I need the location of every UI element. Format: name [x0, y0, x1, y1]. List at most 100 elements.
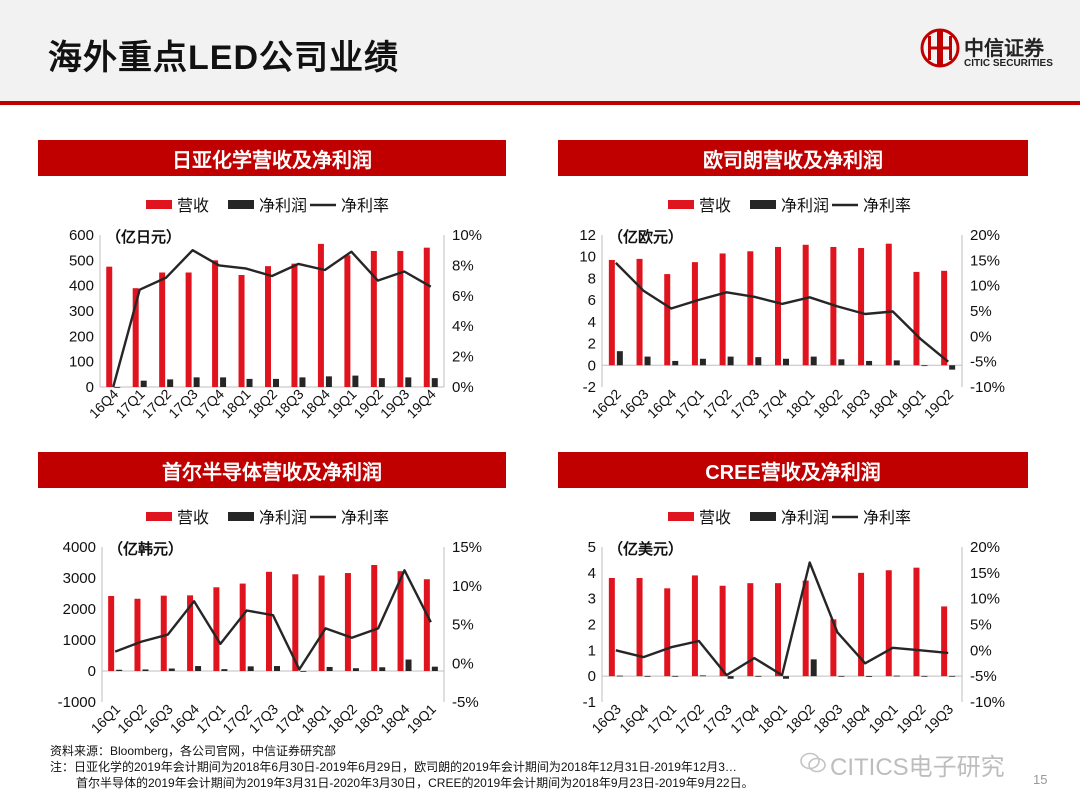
right-tick-label: 5% [970, 617, 992, 634]
revenue-bar [802, 244, 809, 366]
left-tick-label: 8 [588, 270, 596, 287]
revenue-bar [266, 571, 272, 671]
legend-swatch [146, 200, 172, 209]
category-label: 18Q1 [218, 386, 254, 422]
revenue-bar [691, 575, 698, 677]
right-tick-label: 8% [452, 257, 474, 274]
profit-bar [142, 669, 149, 671]
category-label: 19Q3 [921, 701, 957, 737]
revenue-bar [913, 567, 920, 677]
revenue-bar [636, 258, 643, 366]
left-tick-label: 5 [588, 539, 596, 556]
right-tick-label: 0% [970, 328, 992, 345]
category-label: 18Q2 [782, 701, 818, 737]
revenue-bar [344, 573, 351, 671]
profit-bar [325, 376, 332, 387]
profit-bar [616, 351, 623, 366]
citic-logo: 中信证券 CITIC SECURITIES [920, 28, 1070, 78]
revenue-bar [371, 564, 378, 671]
left-tick-label: 300 [69, 303, 94, 320]
category-label: 18Q3 [838, 386, 874, 422]
profit-bar [221, 669, 228, 671]
unit-label: （亿日元） [106, 228, 181, 246]
category-label: 16Q4 [644, 386, 680, 422]
profit-bar [405, 377, 412, 387]
right-tick-label: 10% [452, 578, 482, 595]
category-label: 16Q3 [140, 701, 176, 737]
left-tick-label: 200 [69, 328, 94, 345]
profit-bar [699, 675, 706, 677]
revenue-bar [212, 260, 219, 387]
left-tick-label: 0 [588, 357, 596, 374]
category-label: 18Q3 [271, 386, 307, 422]
category-label: 17Q3 [699, 701, 735, 737]
left-tick-label: 2000 [63, 601, 96, 618]
legend-swatch [228, 512, 254, 521]
profit-bar [405, 659, 412, 671]
legend-swatch [750, 200, 776, 209]
revenue-bar [160, 595, 167, 671]
revenue-bar [292, 574, 299, 671]
category-label: 17Q4 [272, 701, 308, 737]
category-label: 18Q1 [755, 701, 791, 737]
left-tick-label: 3000 [63, 570, 96, 587]
panel-title-seoul: 首尔半导体营收及净利润 [38, 452, 506, 488]
legend-swatch [228, 200, 254, 209]
profit-bar [431, 378, 438, 387]
left-tick-label: 0 [86, 379, 94, 396]
profit-bar [274, 666, 280, 671]
revenue-bar [423, 579, 430, 671]
left-tick-label: 10 [579, 249, 596, 266]
revenue-bar [885, 570, 892, 677]
profit-bar [893, 675, 900, 677]
profit-bar [866, 676, 873, 677]
category-label: 18Q3 [351, 701, 387, 737]
footer-note-1: 注：日亚化学的2019年会计期间为2018年6月30日-2019年6月29日，欧… [50, 760, 737, 774]
profit-bar [838, 359, 845, 366]
category-label: 19Q1 [324, 386, 360, 422]
legend-label: 营收 [177, 509, 209, 527]
revenue-bar [317, 243, 324, 387]
page-title: 海外重点LED公司业绩 [48, 39, 399, 77]
left-tick-label: 0 [588, 668, 596, 685]
profit-bar [893, 360, 900, 366]
legend-label: 营收 [699, 197, 731, 215]
footer-note-2: 首尔半导体的2019年会计期间为2019年3月31日-2020年3月30日，CR… [76, 776, 754, 790]
profit-bar [644, 675, 651, 677]
margin-line [114, 569, 432, 671]
profit-bar [220, 377, 227, 387]
profit-bar [352, 375, 359, 387]
right-tick-label: 0% [970, 642, 992, 659]
revenue-bar [747, 583, 754, 677]
right-tick-label: 20% [970, 539, 1000, 556]
category-label: 17Q1 [193, 701, 229, 737]
right-tick-label: 6% [452, 288, 474, 305]
revenue-bar [132, 288, 139, 387]
profit-bar [672, 360, 679, 366]
revenue-bar [747, 251, 754, 366]
category-label: 18Q1 [298, 701, 334, 737]
category-label: 18Q4 [298, 386, 334, 422]
right-tick-label: 5% [452, 617, 474, 634]
legend-swatch [668, 512, 694, 521]
header-bar [0, 0, 1080, 103]
category-label: 18Q2 [245, 386, 281, 422]
legend-label: 净利率 [863, 509, 911, 527]
right-tick-label: 15% [452, 539, 482, 556]
revenue-bar [636, 578, 643, 677]
chart-seoul-semiconductor: 营收 净利润 净利率 （亿韩元） -1000 0 1000 2000 3000 4000 -5% 0%… [58, 509, 482, 737]
right-tick-label: 10% [970, 591, 1000, 608]
footer-source: 资料来源：Bloomberg，各公司官网，中信证券研究部 [50, 744, 337, 758]
right-tick-label: -10% [970, 379, 1005, 396]
logo-text-cn: 中信证券 [964, 38, 1044, 60]
revenue-bar [106, 266, 113, 387]
revenue-bar [213, 587, 220, 671]
unit-label: （亿欧元） [608, 228, 683, 246]
profit-bar [921, 675, 928, 677]
category-label: 16Q2 [114, 701, 150, 737]
category-label: 18Q4 [838, 701, 874, 737]
revenue-bar [344, 255, 351, 387]
category-label: 17Q4 [727, 701, 763, 737]
profit-bar [616, 675, 623, 677]
left-tick-label: 1000 [63, 632, 96, 649]
